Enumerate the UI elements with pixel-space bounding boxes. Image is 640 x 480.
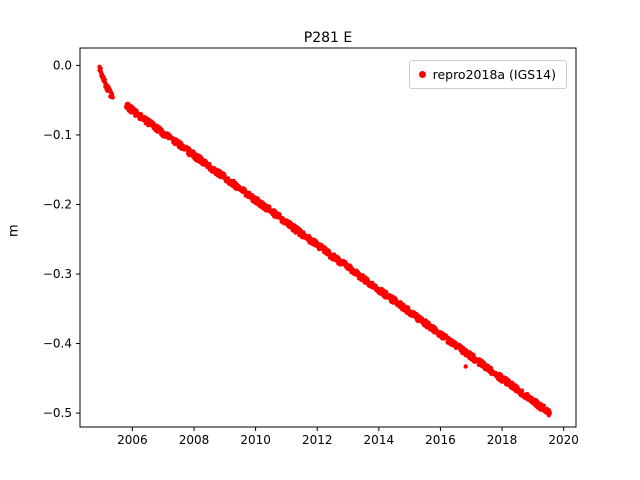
scatter-series (97, 64, 552, 418)
y-axis-ticks: 0.0 −0.1 −0.2 −0.3 −0.4 −0.5 (43, 58, 80, 420)
svg-text:−0.2: −0.2 (43, 197, 72, 211)
legend-label: repro2018a (IGS14) (432, 67, 556, 82)
x-axis-ticks: 2006 2008 2010 2012 2014 2016 2018 2020 (117, 427, 579, 447)
svg-text:2016: 2016 (425, 433, 456, 447)
chart-title: P281 E (303, 30, 353, 46)
outlier-point (463, 364, 468, 369)
svg-text:2020: 2020 (548, 433, 579, 447)
svg-text:−0.1: −0.1 (43, 128, 72, 142)
svg-text:−0.4: −0.4 (43, 337, 72, 351)
svg-text:−0.3: −0.3 (43, 267, 72, 281)
svg-text:0.0: 0.0 (53, 58, 72, 72)
legend-marker-icon (418, 71, 426, 78)
y-axis-label: m (6, 224, 22, 237)
svg-text:2014: 2014 (364, 433, 395, 447)
legend: repro2018a (IGS14) (408, 60, 567, 89)
svg-text:2012: 2012 (302, 433, 333, 447)
svg-text:2010: 2010 (240, 433, 271, 447)
svg-text:2008: 2008 (179, 433, 210, 447)
svg-text:−0.5: −0.5 (43, 406, 72, 420)
svg-text:2018: 2018 (487, 433, 518, 447)
axes-box (79, 47, 577, 428)
svg-text:2006: 2006 (117, 433, 148, 447)
